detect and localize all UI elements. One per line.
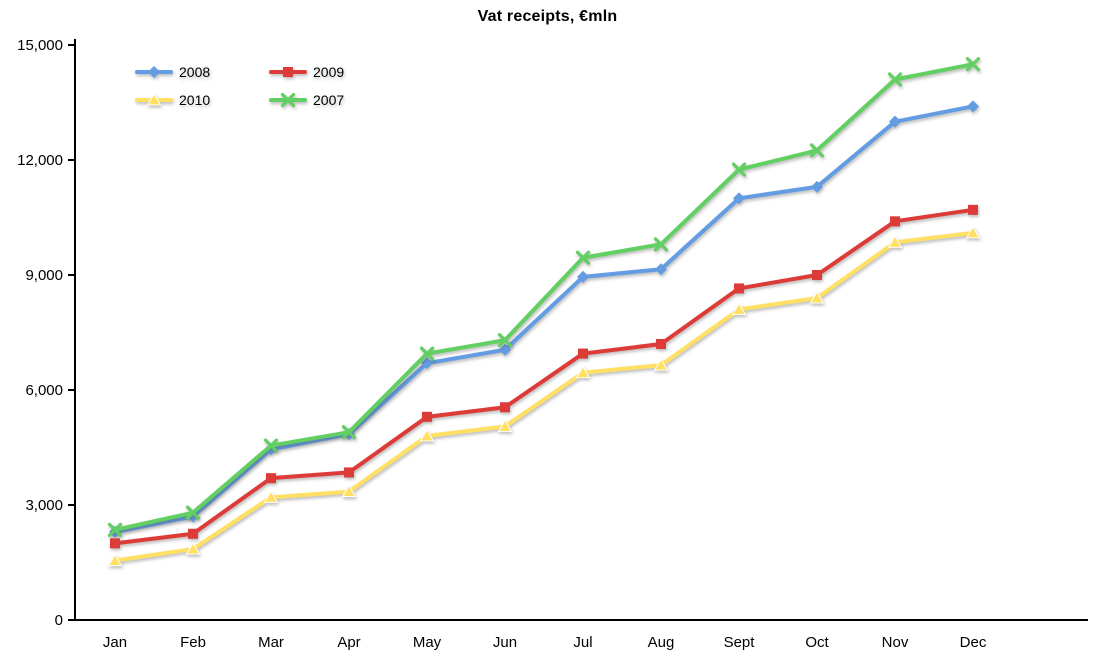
x-tick-label: Nov — [882, 634, 909, 651]
x-tick-label: Sept — [724, 634, 756, 651]
legend-item-2008: 2008 — [135, 64, 210, 80]
legend-label: 2008 — [179, 64, 210, 80]
x-tick-label: Oct — [805, 634, 829, 651]
series-2010 — [107, 225, 981, 567]
x-tick-label: Mar — [258, 634, 284, 651]
x-tick-label: Aug — [648, 634, 675, 651]
legend-item-2009: 2009 — [269, 64, 344, 80]
legend: 2008 2009 2010 2007 — [135, 64, 344, 108]
y-tick-label: 12,000 — [17, 152, 63, 169]
x-tick-label: Jan — [103, 634, 127, 651]
x-tick-label: Jul — [573, 634, 592, 651]
legend-label: 2007 — [313, 92, 344, 108]
legend-item-2010: 2010 — [135, 92, 210, 108]
y-tick-label: 3,000 — [25, 497, 63, 514]
legend-label: 2009 — [313, 64, 344, 80]
x-tick-label: Dec — [960, 634, 987, 651]
x-tick-label: Feb — [180, 634, 206, 651]
legend-item-2007: 2007 — [269, 92, 344, 108]
y-tick-label: 15,000 — [17, 37, 63, 54]
y-tick-label: 0 — [55, 612, 63, 629]
series-2009 — [110, 204, 978, 549]
y-tick-label: 6,000 — [25, 382, 63, 399]
axes — [74, 39, 1088, 621]
y-tick-label: 9,000 — [25, 267, 63, 284]
x-tick-label: May — [413, 634, 442, 651]
legend-label: 2010 — [179, 92, 210, 108]
x-tick-label: Jun — [493, 634, 517, 651]
x-tick-label: Apr — [337, 634, 360, 651]
series-2007 — [107, 57, 981, 538]
chart-title: Vat receipts, €mln — [477, 8, 618, 25]
